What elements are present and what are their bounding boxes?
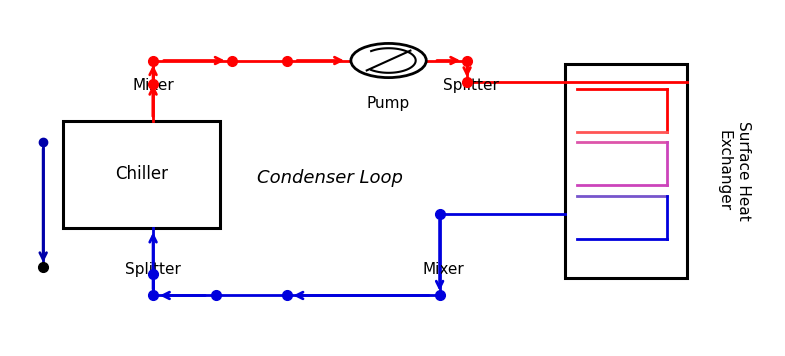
Text: Splitter: Splitter	[125, 262, 181, 277]
Text: Splitter: Splitter	[443, 78, 499, 93]
Text: Pump: Pump	[367, 96, 411, 111]
Circle shape	[351, 43, 426, 78]
Text: Mixer: Mixer	[132, 78, 174, 93]
Bar	[63, 121, 220, 228]
Text: Mixer: Mixer	[422, 262, 465, 277]
Bar	[565, 64, 687, 278]
Text: Surface Heat
Exchanger: Surface Heat Exchanger	[717, 121, 751, 221]
Text: Chiller: Chiller	[115, 166, 168, 183]
Text: Condenser Loop: Condenser Loop	[257, 169, 403, 187]
